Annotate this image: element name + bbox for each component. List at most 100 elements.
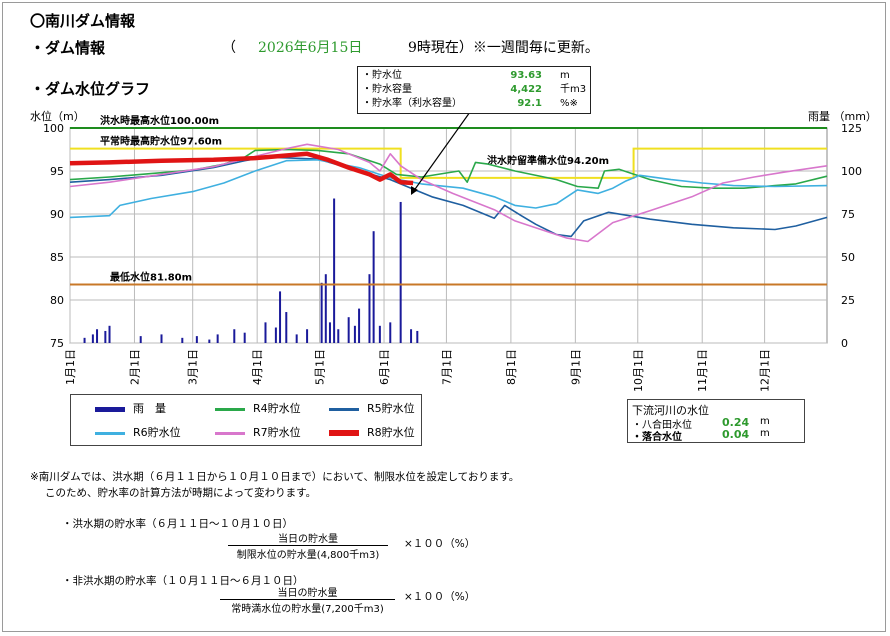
flood-rate-label: ・洪水期の貯水率（６月１１日～１０月１０日） [62,518,293,530]
rain-bar [337,329,340,343]
right-axis-label: 雨量 （mm） [808,110,877,123]
rain-bar [347,317,350,343]
rain-bar [328,322,331,343]
rain-bar [208,339,211,343]
rain-bar [104,330,107,343]
x-tick-label: 7月1日 [440,349,453,385]
rain-bar [160,334,163,343]
y2-tick-label: 0 [841,337,848,350]
reference-line-label: 洪水時最高水位100.00m [100,114,219,127]
y-tick-label: 90 [50,208,64,221]
x-tick-label: 9月1日 [569,349,582,385]
legend-r5-label: R5貯水位 [367,402,415,415]
x-tick-label: 6月1日 [378,349,391,385]
series-line-R6貯水位 [69,159,828,219]
rain-bar [333,198,336,343]
reference-line-label: 最低水位81.80m [110,271,192,284]
rain-bar [274,327,277,343]
x-tick-label: 1月1日 [64,349,77,385]
rain-bar [233,329,236,343]
open-paren: （ [222,40,236,56]
x-tick-label: 10月1日 [632,349,645,392]
time-status: 9時現在）※一週間毎に更新。 [408,40,599,56]
rain-bar [306,329,309,343]
x-tick-label: 5月1日 [314,349,327,385]
y2-tick-label: 125 [841,122,862,135]
x-tick-label: 3月1日 [187,349,200,385]
legend-rain: 雨 量 [95,401,205,417]
storage-rate-unit: %※ [560,98,578,109]
rain-bar [279,291,282,343]
left-axis-label: 水位（m） [30,110,85,123]
rain-bar [324,274,327,343]
y-tick-label: 75 [50,337,64,350]
rain-bar [389,322,392,343]
legend-r8-label: R8貯水位 [367,426,415,439]
plot-area [69,127,828,344]
rain-bar [368,274,371,343]
rain-bar [216,334,219,343]
y2-tick-label: 100 [841,165,862,178]
storage-rate-label: ・貯水率（利水容量） [362,98,462,109]
y2-tick-label: 75 [841,208,855,221]
storage-volume-unit: 千m3 [560,84,587,95]
river-ochiai-value: 0.04 [722,428,750,441]
current-status-box: ・貯水位 93.63 m ・貯水容量 4,422 千m3 ・貯水率（利水容量） … [357,66,591,114]
legend-r8: R8貯水位 [329,425,419,441]
rain-bar [410,329,413,343]
reference-line-label: 洪水貯留準備水位94.20m [487,154,609,167]
rain-bar [83,337,86,343]
legend-r5: R5貯水位 [329,401,419,417]
y-tick-label: 95 [50,165,64,178]
river-ochiai-label: ・落合水位 [632,432,682,443]
page-title: 〇南川ダム情報 [30,12,136,30]
nonflood-rate-multiplier: ×１００（%） [404,591,476,603]
rain-bar [243,332,246,343]
river-ochiai-unit: m [760,428,770,439]
river-row-hachigoda: ・八合田水位 0.24 m [632,416,770,431]
y2-tick-label: 25 [841,294,855,307]
rain-bar [91,334,94,343]
legend-rain-label: 雨 量 [133,402,166,415]
rain-bar [264,322,267,343]
chart-legend: 雨 量 R4貯水位 R5貯水位 R6貯水位 R7貯水位 R8貯水位 [70,394,422,446]
x-tick-label: 11月1日 [696,349,709,392]
flood-rate-numerator: 当日の貯水量 [278,534,338,545]
x-tick-label: 4月1日 [251,349,264,385]
storage-rate-value: 92.1 [517,98,542,109]
series-line-R8貯水位 [69,151,414,186]
legend-r4-swatch [215,408,245,411]
rain-bar [285,312,288,343]
rain-bar [416,330,419,343]
operation-level-line [70,147,827,179]
flood-rate-fraction: 当日の貯水量 制限水位の貯水量(4,800千m3) [228,530,388,561]
nonflood-rate-fraction: 当日の貯水量 常時満水位の貯水量(7,200千m3) [220,584,395,615]
legend-r4: R4貯水位 [215,401,325,417]
storage-level-row: ・貯水位 93.63 m [362,69,588,83]
rain-bar [108,325,111,343]
legend-r7-swatch [215,432,245,435]
storage-volume-row: ・貯水容量 4,422 千m3 [362,83,588,97]
legend-r6-label: R6貯水位 [133,426,181,439]
rain-bar [181,337,184,343]
x-tick-label: 12月1日 [759,349,772,392]
storage-level-label: ・貯水位 [362,70,402,81]
river-hachigoda-label: ・八合田水位 [632,420,692,431]
rain-bar [139,336,142,343]
x-tick-label: 8月1日 [505,349,518,385]
legend-r7: R7貯水位 [215,425,325,441]
nonflood-rate-denominator: 常時満水位の貯水量(7,200千m3) [220,599,395,615]
y-tick-label: 80 [50,294,64,307]
rain-bar [353,325,356,343]
legend-r8-swatch [329,430,359,436]
storage-volume-value: 4,422 [510,84,542,95]
graph-heading: ・ダム水位グラフ [30,80,151,98]
x-tick-label: 2月1日 [128,349,141,385]
river-row-ochiai: ・落合水位 0.04 m [632,428,770,443]
legend-rain-swatch [95,407,125,412]
river-title: 下流河川の水位 [632,404,709,417]
reference-line-label: 平常時最高貯水位97.60m [100,135,222,148]
note-line-1: ※南川ダムでは、洪水期（６月１１日から１０月１０日まで）において、制限水位を設定… [30,471,520,483]
